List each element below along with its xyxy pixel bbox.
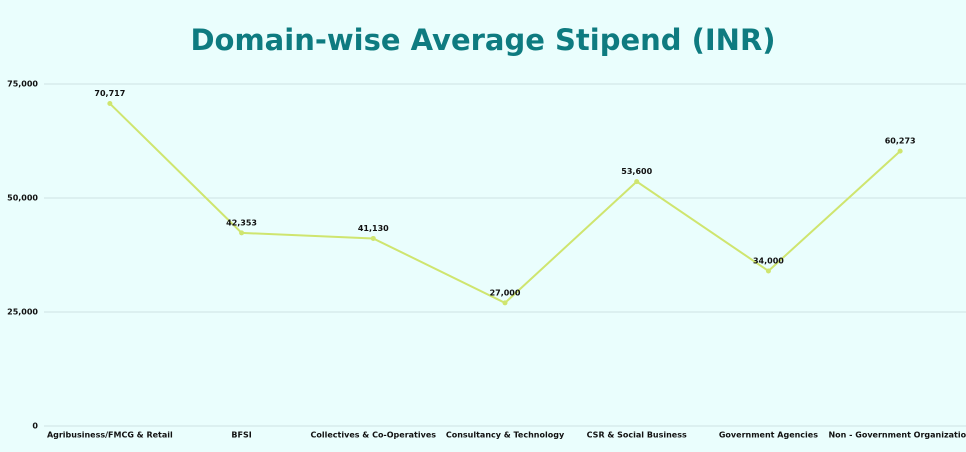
data-label: 27,000	[490, 288, 521, 297]
x-tick-label: Consultancy & Technology	[446, 431, 565, 440]
point	[370, 235, 376, 241]
x-tick-label: BFSI	[231, 431, 251, 440]
x-tick-label: Collectives & Co-Operatives	[311, 431, 437, 440]
y-tick-label: 0	[32, 422, 38, 431]
y-tick-label: 25,000	[7, 308, 38, 317]
data-label: 53,600	[621, 167, 652, 176]
point	[765, 268, 771, 274]
data-label: 60,273	[885, 137, 916, 146]
y-tick-label: 50,000	[7, 194, 38, 203]
x-tick-label: Agribusiness/FMCG & Retail	[47, 431, 173, 440]
data-label: 34,000	[753, 256, 784, 265]
point	[897, 148, 903, 154]
chart-title: Domain-wise Average Stipend (INR)	[190, 23, 775, 57]
point	[107, 101, 113, 107]
data-label: 70,717	[94, 89, 125, 98]
y-tick-label: 75,000	[7, 80, 38, 89]
x-tick-label: Government Agencies	[719, 431, 818, 440]
data-label: 42,353	[226, 218, 257, 227]
point	[634, 179, 640, 185]
x-tick-label: CSR & Social Business	[587, 431, 687, 440]
point	[502, 300, 508, 306]
point	[239, 230, 245, 236]
data-label: 41,130	[358, 224, 389, 233]
x-tick-label: Non - Government Organization	[828, 431, 966, 440]
